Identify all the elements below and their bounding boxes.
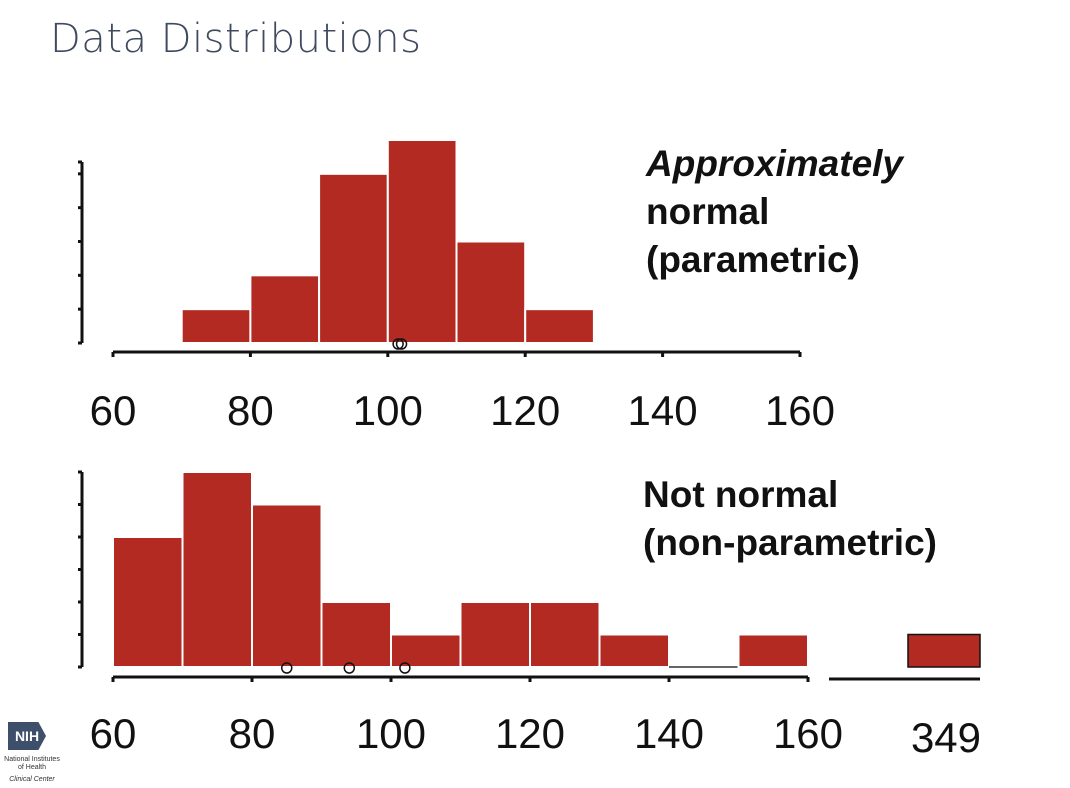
histogram-bar (455, 240, 527, 344)
x-tick-label: 60 (90, 710, 137, 757)
x-tick-label: 160 (765, 387, 835, 434)
histogram-bar (180, 308, 252, 344)
annotation-line: normal (646, 191, 770, 232)
x-tick-label: 80 (229, 710, 276, 757)
histogram-bar (598, 633, 670, 668)
x-tick-label: 100 (356, 710, 426, 757)
annotation-line: (non-parametric) (643, 522, 937, 563)
x-tick-label: 160 (773, 710, 843, 757)
x-tick-label: 140 (628, 387, 698, 434)
histogram-bar (318, 172, 389, 344)
outlier-bar (907, 633, 981, 668)
bottom-chart-annotation: Not normal (non-parametric) (643, 471, 937, 567)
annotation-line: Approximately (646, 143, 904, 184)
annotation-line: Not normal (643, 474, 839, 515)
summary-marker (281, 662, 293, 674)
x-tick-label: 120 (495, 710, 565, 757)
summary-marker (392, 338, 404, 350)
summary-marker (395, 338, 408, 350)
histogram-bar (181, 471, 253, 668)
summary-marker (343, 662, 356, 674)
x-tick-label: 80 (227, 387, 274, 434)
histogram-bar (112, 536, 184, 668)
histogram-bar (249, 274, 321, 345)
nih-logo-text: National Institutes of Health (4, 756, 60, 771)
outlier-label: 349 (911, 714, 981, 761)
histogram-bar (737, 633, 809, 668)
x-tick-label: 120 (490, 387, 560, 434)
x-tick-label: 100 (353, 387, 423, 434)
nih-logo-subtext: Clinical Center (9, 776, 55, 783)
summary-marker (399, 662, 411, 674)
histogram-bar (459, 601, 531, 668)
x-tick-label: 60 (90, 387, 137, 434)
nih-logo-mark: NIH (8, 722, 46, 750)
histogram-bar (386, 139, 458, 344)
histogram-bar (524, 308, 595, 344)
histogram-bar (320, 601, 392, 668)
slide-title: Data Distributions (50, 16, 422, 62)
nih-logo: NIH National Institutes of Health Clinic… (2, 720, 62, 786)
histogram-bar (390, 633, 462, 668)
histogram-bar (529, 601, 601, 668)
top-chart-annotation: Approximately normal (parametric) (646, 140, 903, 284)
x-tick-label: 140 (634, 710, 704, 757)
annotation-line: (parametric) (646, 239, 860, 280)
histogram-bar (251, 503, 323, 668)
